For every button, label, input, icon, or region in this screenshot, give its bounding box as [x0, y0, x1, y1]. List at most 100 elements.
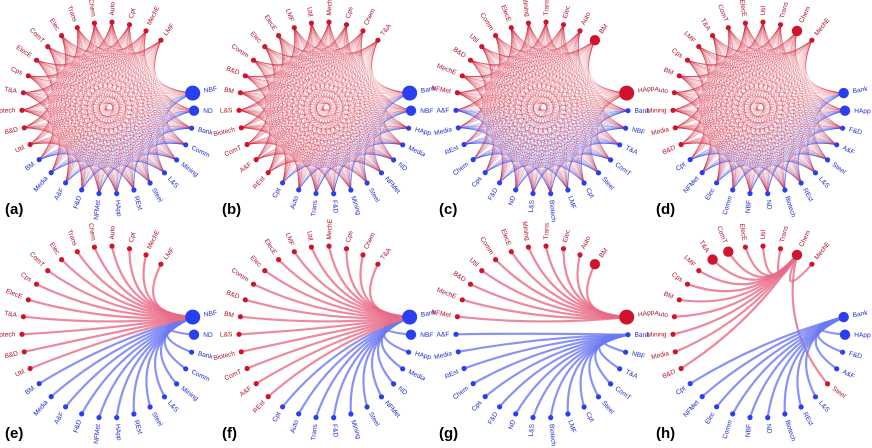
edge	[47, 23, 95, 57]
edge	[140, 30, 165, 173]
edge	[702, 30, 798, 173]
node-elece	[742, 20, 749, 26]
edge	[473, 27, 513, 160]
edge	[681, 138, 828, 161]
node-biotech	[19, 331, 25, 337]
edge	[30, 40, 162, 145]
edge	[674, 92, 751, 194]
node-label: Util	[305, 7, 314, 18]
edge	[294, 27, 409, 129]
edge	[268, 24, 347, 173]
edge	[473, 23, 529, 160]
node-comt	[608, 157, 614, 163]
edge	[511, 27, 522, 190]
node-label: HApp	[637, 309, 655, 319]
node-label: Biotech	[0, 331, 16, 339]
edge	[153, 40, 186, 145]
edge	[24, 30, 147, 128]
edge	[61, 35, 135, 191]
edge	[481, 46, 500, 173]
edge	[23, 24, 130, 93]
edge	[687, 27, 730, 66]
node-label: T&A	[624, 145, 639, 157]
node-label: Mining	[349, 195, 362, 216]
edge	[256, 23, 312, 160]
node-happ	[406, 349, 412, 355]
panel-label: (b)	[222, 201, 241, 218]
node-label: ElecE	[499, 228, 512, 247]
node-label: Cpt	[128, 231, 137, 243]
edge	[495, 24, 564, 52]
edge	[495, 35, 551, 194]
edge	[690, 22, 764, 160]
edge	[111, 22, 162, 54]
node-auto	[296, 187, 302, 193]
edge	[455, 22, 547, 111]
node-trans	[777, 22, 784, 28]
node-label: NBF	[420, 108, 433, 115]
node-label: Auto	[654, 310, 669, 319]
node-label: ComT	[224, 368, 243, 382]
node-label: HApp	[414, 351, 432, 362]
edge	[278, 24, 347, 52]
node-label: Biotech	[0, 107, 16, 115]
edge	[485, 24, 564, 173]
node-label: T&A	[379, 22, 393, 37]
edge	[462, 75, 569, 191]
edge	[455, 24, 564, 111]
edge	[457, 92, 585, 184]
node-label: Steel	[367, 411, 381, 428]
node-elece	[508, 25, 514, 31]
node-label: Trans	[779, 1, 790, 20]
edge	[793, 30, 828, 161]
node-label: Trans	[66, 5, 79, 24]
edge	[728, 24, 781, 49]
node-label: Bank	[634, 108, 650, 115]
node-label: Util	[14, 144, 26, 155]
edge	[253, 60, 317, 194]
node-nd	[188, 329, 200, 340]
edge	[256, 40, 379, 160]
edge	[499, 27, 517, 183]
node-label: REst	[801, 187, 814, 203]
node-nfmet	[699, 394, 705, 400]
edge	[581, 40, 599, 173]
node-label: Elec	[562, 4, 572, 19]
edge	[294, 27, 379, 55]
node-mining	[348, 187, 354, 193]
edge	[65, 110, 195, 183]
edge	[238, 24, 347, 111]
edge	[511, 27, 581, 52]
edge	[311, 23, 368, 184]
node-bm	[676, 297, 682, 303]
edge	[358, 40, 379, 184]
edge	[253, 60, 288, 183]
edge	[485, 149, 611, 173]
node-label: B&D	[662, 144, 677, 156]
node-label: Steel	[831, 161, 848, 176]
edge	[298, 23, 313, 190]
edge	[116, 40, 162, 194]
edge	[690, 30, 798, 160]
node-label: Biotech	[783, 419, 796, 442]
edge	[368, 40, 394, 161]
node-label: NFMet	[682, 399, 700, 419]
node-biotech	[548, 191, 554, 197]
edge	[698, 46, 724, 183]
edge	[294, 27, 305, 190]
edge	[154, 40, 195, 111]
node-trans	[74, 25, 80, 31]
node-label: Cps	[471, 175, 484, 189]
node-fd	[331, 415, 337, 421]
edge	[702, 40, 813, 173]
node-label: Steel	[831, 385, 848, 400]
edge	[545, 22, 611, 161]
node-steel	[147, 404, 153, 410]
node-util	[760, 19, 766, 25]
node-biotech	[238, 125, 244, 131]
edge	[28, 75, 135, 191]
edge	[278, 35, 294, 183]
node-label: Util	[468, 33, 480, 45]
node-nfmet	[454, 90, 460, 96]
